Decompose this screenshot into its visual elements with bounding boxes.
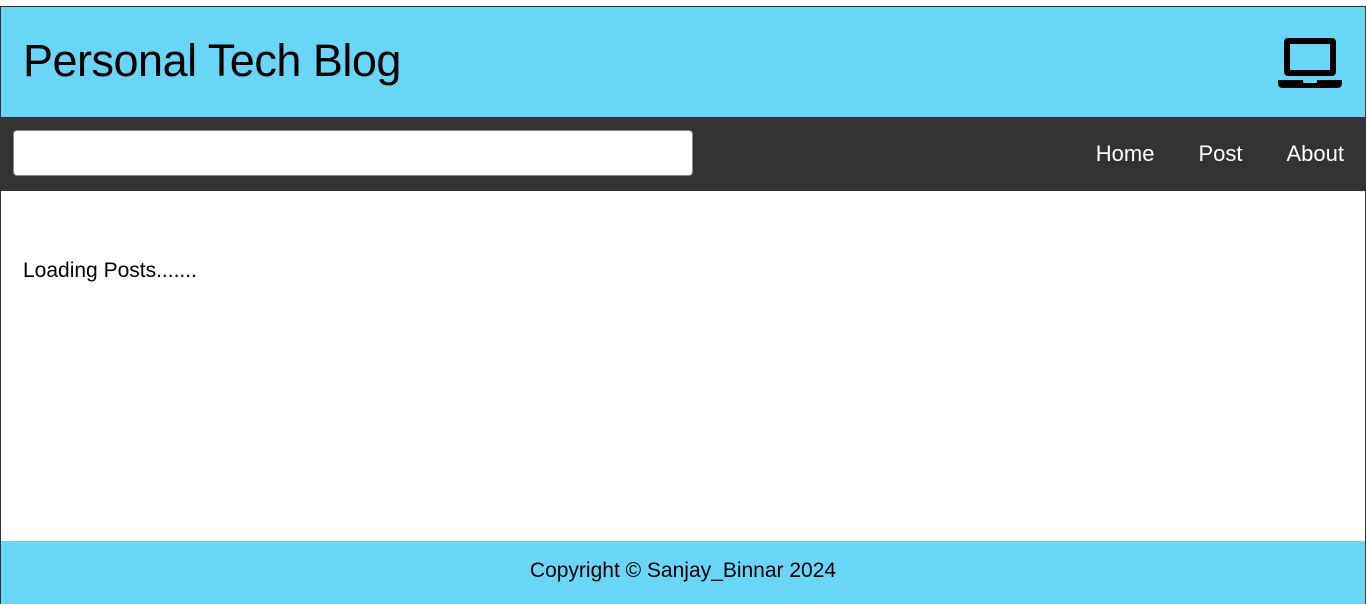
site-footer: Copyright © Sanjay_Binnar 2024: [0, 541, 1366, 604]
loading-status: Loading Posts.......: [23, 259, 197, 282]
laptop-icon: [1278, 37, 1342, 88]
main-content: Loading Posts.......: [0, 191, 1366, 541]
nav-links: Home Post About: [1052, 141, 1344, 167]
nav-link-post[interactable]: Post: [1198, 141, 1243, 166]
site-header: Personal Tech Blog: [0, 6, 1366, 117]
nav-link-home[interactable]: Home: [1095, 141, 1155, 166]
navbar: Home Post About: [0, 117, 1366, 191]
search-input[interactable]: [13, 130, 693, 176]
copyright-text: Copyright © Sanjay_Binnar 2024: [529, 558, 837, 582]
nav-link-about[interactable]: About: [1286, 141, 1345, 166]
site-title: Personal Tech Blog: [23, 35, 401, 86]
